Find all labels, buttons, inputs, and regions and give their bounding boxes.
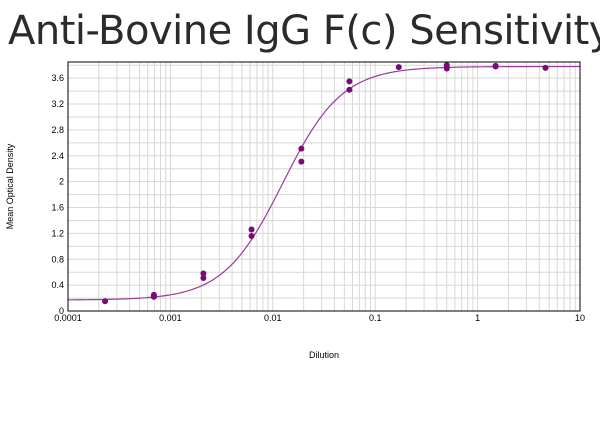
data-point <box>200 270 207 277</box>
x-tick-label: 0.01 <box>264 313 282 323</box>
y-tick-label: 1.2 <box>51 228 64 238</box>
x-tick-label: 10 <box>575 313 585 323</box>
y-tick-label: 1.6 <box>51 203 64 213</box>
data-point <box>395 64 402 71</box>
data-point <box>542 64 549 71</box>
data-point <box>298 145 305 152</box>
data-point <box>298 158 305 165</box>
x-tick-label: 1 <box>475 313 480 323</box>
data-point <box>150 293 157 300</box>
y-tick-label: 2.8 <box>51 125 64 135</box>
y-tick-label: 3.6 <box>51 73 64 83</box>
y-tick-label: 0.8 <box>51 254 64 264</box>
y-axis-label: Mean Optical Density <box>5 143 15 229</box>
data-point <box>346 86 353 93</box>
y-tick-label: 2.4 <box>51 151 64 161</box>
plot-frame <box>67 61 581 312</box>
fit-curve <box>67 65 580 301</box>
data-point <box>443 65 450 72</box>
tick-labels: 0.0001 0.001 0.01 0.1 1 10 0 0.4 0.8 1.2 1.6 2 2.4 2.… <box>51 73 585 323</box>
fit-curve-layer <box>67 65 580 301</box>
y-tick-label: 0.4 <box>51 280 64 290</box>
y-tick-label: 2 <box>59 177 64 187</box>
x-tick-label: 0.0001 <box>54 313 82 323</box>
grid <box>68 62 580 311</box>
x-tick-label: 0.001 <box>159 313 182 323</box>
x-axis-label: Dilution <box>309 350 339 360</box>
data-point <box>492 63 499 70</box>
x-tick-label: 0.1 <box>369 313 382 323</box>
data-point <box>346 78 353 85</box>
data-points <box>102 62 549 305</box>
data-point <box>248 232 255 239</box>
data-point <box>200 275 207 282</box>
data-point <box>102 298 109 305</box>
y-tick-label: 3.2 <box>51 99 64 109</box>
y-tick-label: 0 <box>59 306 64 316</box>
chart-title: Anti-Bovine IgG F(c) Sensitivity <box>8 8 600 54</box>
data-point <box>248 226 255 233</box>
